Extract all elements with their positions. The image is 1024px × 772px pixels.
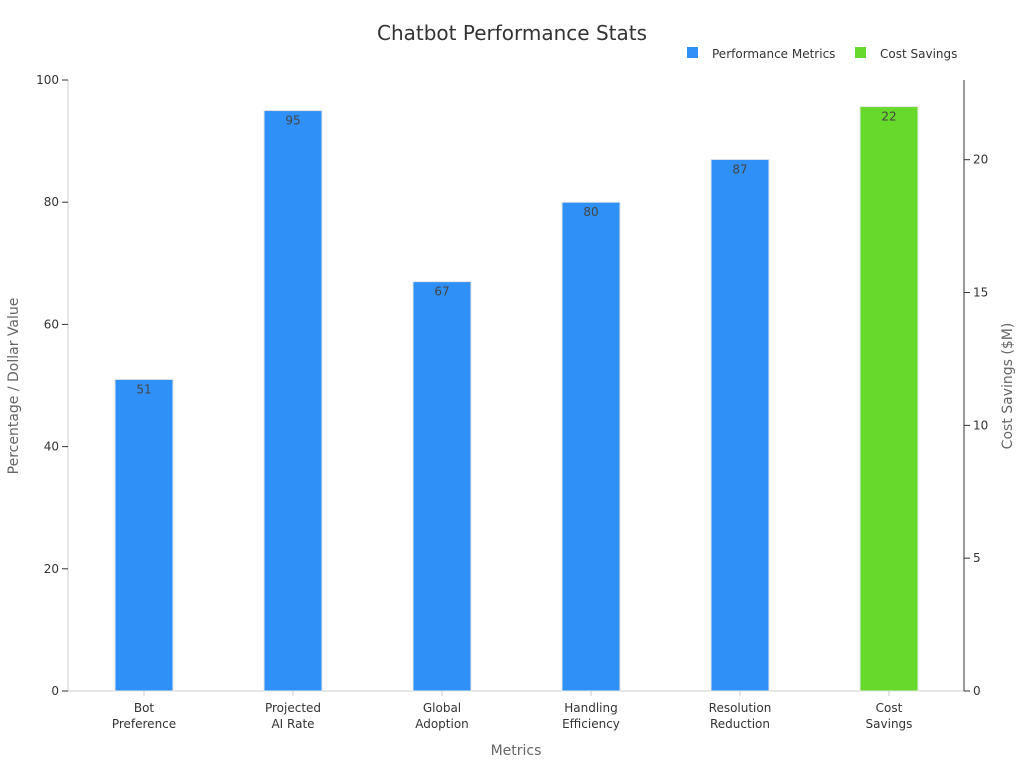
x-axis-title: Metrics [491, 743, 542, 759]
left-tick-label: 20 [44, 562, 59, 576]
category-label: Resolution Reduction [709, 701, 772, 731]
y-axis-title: Percentage / Dollar Value [6, 298, 22, 475]
bar-value-label: 51 [136, 382, 151, 396]
bar [114, 378, 174, 692]
left-tick-label: 60 [44, 317, 59, 331]
legend-label-performance: Performance Metrics [712, 47, 835, 61]
right-tick-label: 10 [973, 418, 988, 432]
bar [859, 106, 919, 692]
category-label: Projected AI Rate [265, 701, 321, 731]
left-tick-label: 40 [44, 440, 59, 454]
bar [710, 158, 770, 692]
bar-value-label: 80 [583, 205, 598, 219]
bar [561, 201, 621, 692]
left-tick-label: 0 [51, 684, 59, 698]
category-label: Cost Savings [866, 701, 913, 731]
bar [412, 281, 472, 692]
y2-axis-title: Cost Savings ($M) [1000, 323, 1016, 450]
right-tick-label: 5 [973, 551, 981, 565]
bar-value-label: 95 [285, 114, 300, 128]
category-label: Global Adoption [415, 701, 469, 731]
chart-title: Chatbot Performance Stats [377, 21, 647, 45]
left-tick-label: 100 [36, 73, 59, 87]
left-tick-label: 80 [44, 195, 59, 209]
category-label: Handling Efficiency [562, 701, 620, 731]
right-tick-label: 15 [973, 286, 988, 300]
legend: Performance Metrics Cost Savings [687, 47, 957, 61]
bar-value-label: 22 [881, 110, 896, 124]
category-label: Bot Preference [112, 701, 176, 731]
bar-value-label: 87 [732, 162, 747, 176]
right-tick-label: 20 [973, 153, 988, 167]
legend-swatch-cost-savings [855, 47, 866, 58]
right-tick-label: 0 [973, 684, 981, 698]
bar-value-label: 67 [434, 285, 449, 299]
left-axis-ticks: 0 20 40 60 80 100 [36, 73, 68, 698]
legend-swatch-performance [687, 47, 698, 58]
legend-label-cost-savings: Cost Savings [880, 47, 957, 61]
right-axis-ticks: 0 5 10 15 20 [964, 153, 988, 698]
category-labels: Bot Preference Projected AI Rate Global Adopt… [112, 691, 913, 731]
bars: 51 95 67 80 87 22 [114, 106, 919, 692]
bar [263, 110, 323, 692]
